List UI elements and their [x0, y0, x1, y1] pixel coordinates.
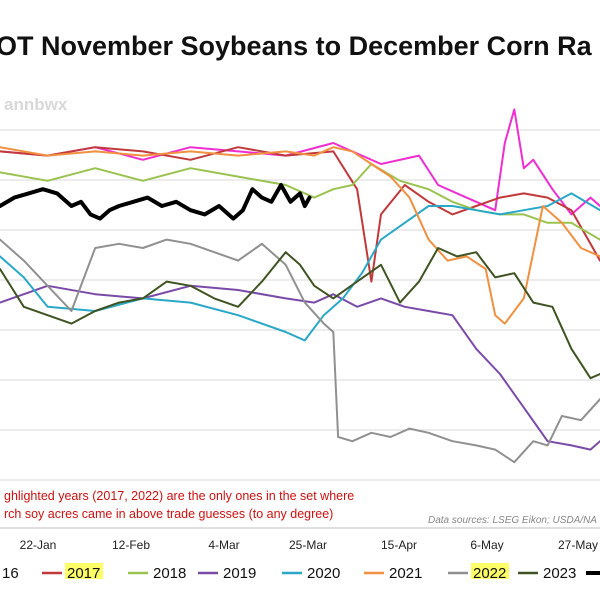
- legend-highlight-1: [65, 563, 103, 579]
- annotation-line-1: ghlighted years (2017, 2022) are the onl…: [4, 489, 354, 503]
- x-tick-label-5: 6-May: [470, 538, 503, 552]
- x-tick-labels: 22-Jan 12-Feb 4-Mar 25-Mar 15-Apr 6-May 27-May: [20, 538, 598, 552]
- x-tick-label-0: 22-Jan: [20, 538, 57, 552]
- series-layer: [0, 108, 600, 464]
- series-line-2021: [0, 146, 600, 325]
- x-tick-label-1: 12-Feb: [112, 538, 150, 552]
- legend: 16 2017 2018 2019 2020 2021 2022 2023: [2, 563, 600, 582]
- x-tick-label-4: 15-Apr: [381, 538, 417, 552]
- grid-lines: [0, 129, 600, 481]
- x-tick-label-3: 25-Mar: [289, 538, 327, 552]
- legend-label-5: 2021: [389, 565, 422, 582]
- legend-label-4: 2020: [307, 565, 340, 582]
- series-line-2023: [0, 247, 600, 380]
- legend-label-0: 16: [2, 565, 19, 582]
- annotation-note: ghlighted years (2017, 2022) are the onl…: [4, 489, 354, 521]
- x-tick-label-2: 4-Mar: [208, 538, 239, 552]
- legend-label-3: 2019: [223, 565, 256, 582]
- chart-title: OT November Soybeans to December Corn Ra: [0, 31, 593, 61]
- watermark-handle: annbwx: [4, 95, 68, 114]
- x-tick-label-6: 27-May: [558, 538, 598, 552]
- legend-highlight-6: [471, 563, 509, 579]
- annotation-line-2: rch soy acres came in above trade guesse…: [4, 507, 333, 521]
- legend-label-7: 2023: [543, 565, 576, 582]
- legend-label-1: 2017: [67, 565, 100, 582]
- legend-label-2: 2018: [153, 565, 186, 582]
- series-line-2018: [0, 163, 600, 241]
- legend-label-6: 2022: [473, 565, 506, 582]
- series-line-2024: [0, 183, 312, 221]
- series-line-2022: [0, 238, 600, 464]
- series-line-2019: [0, 284, 600, 451]
- source-note: Data sources: LSEG Eikon; USDA/NA: [428, 515, 597, 526]
